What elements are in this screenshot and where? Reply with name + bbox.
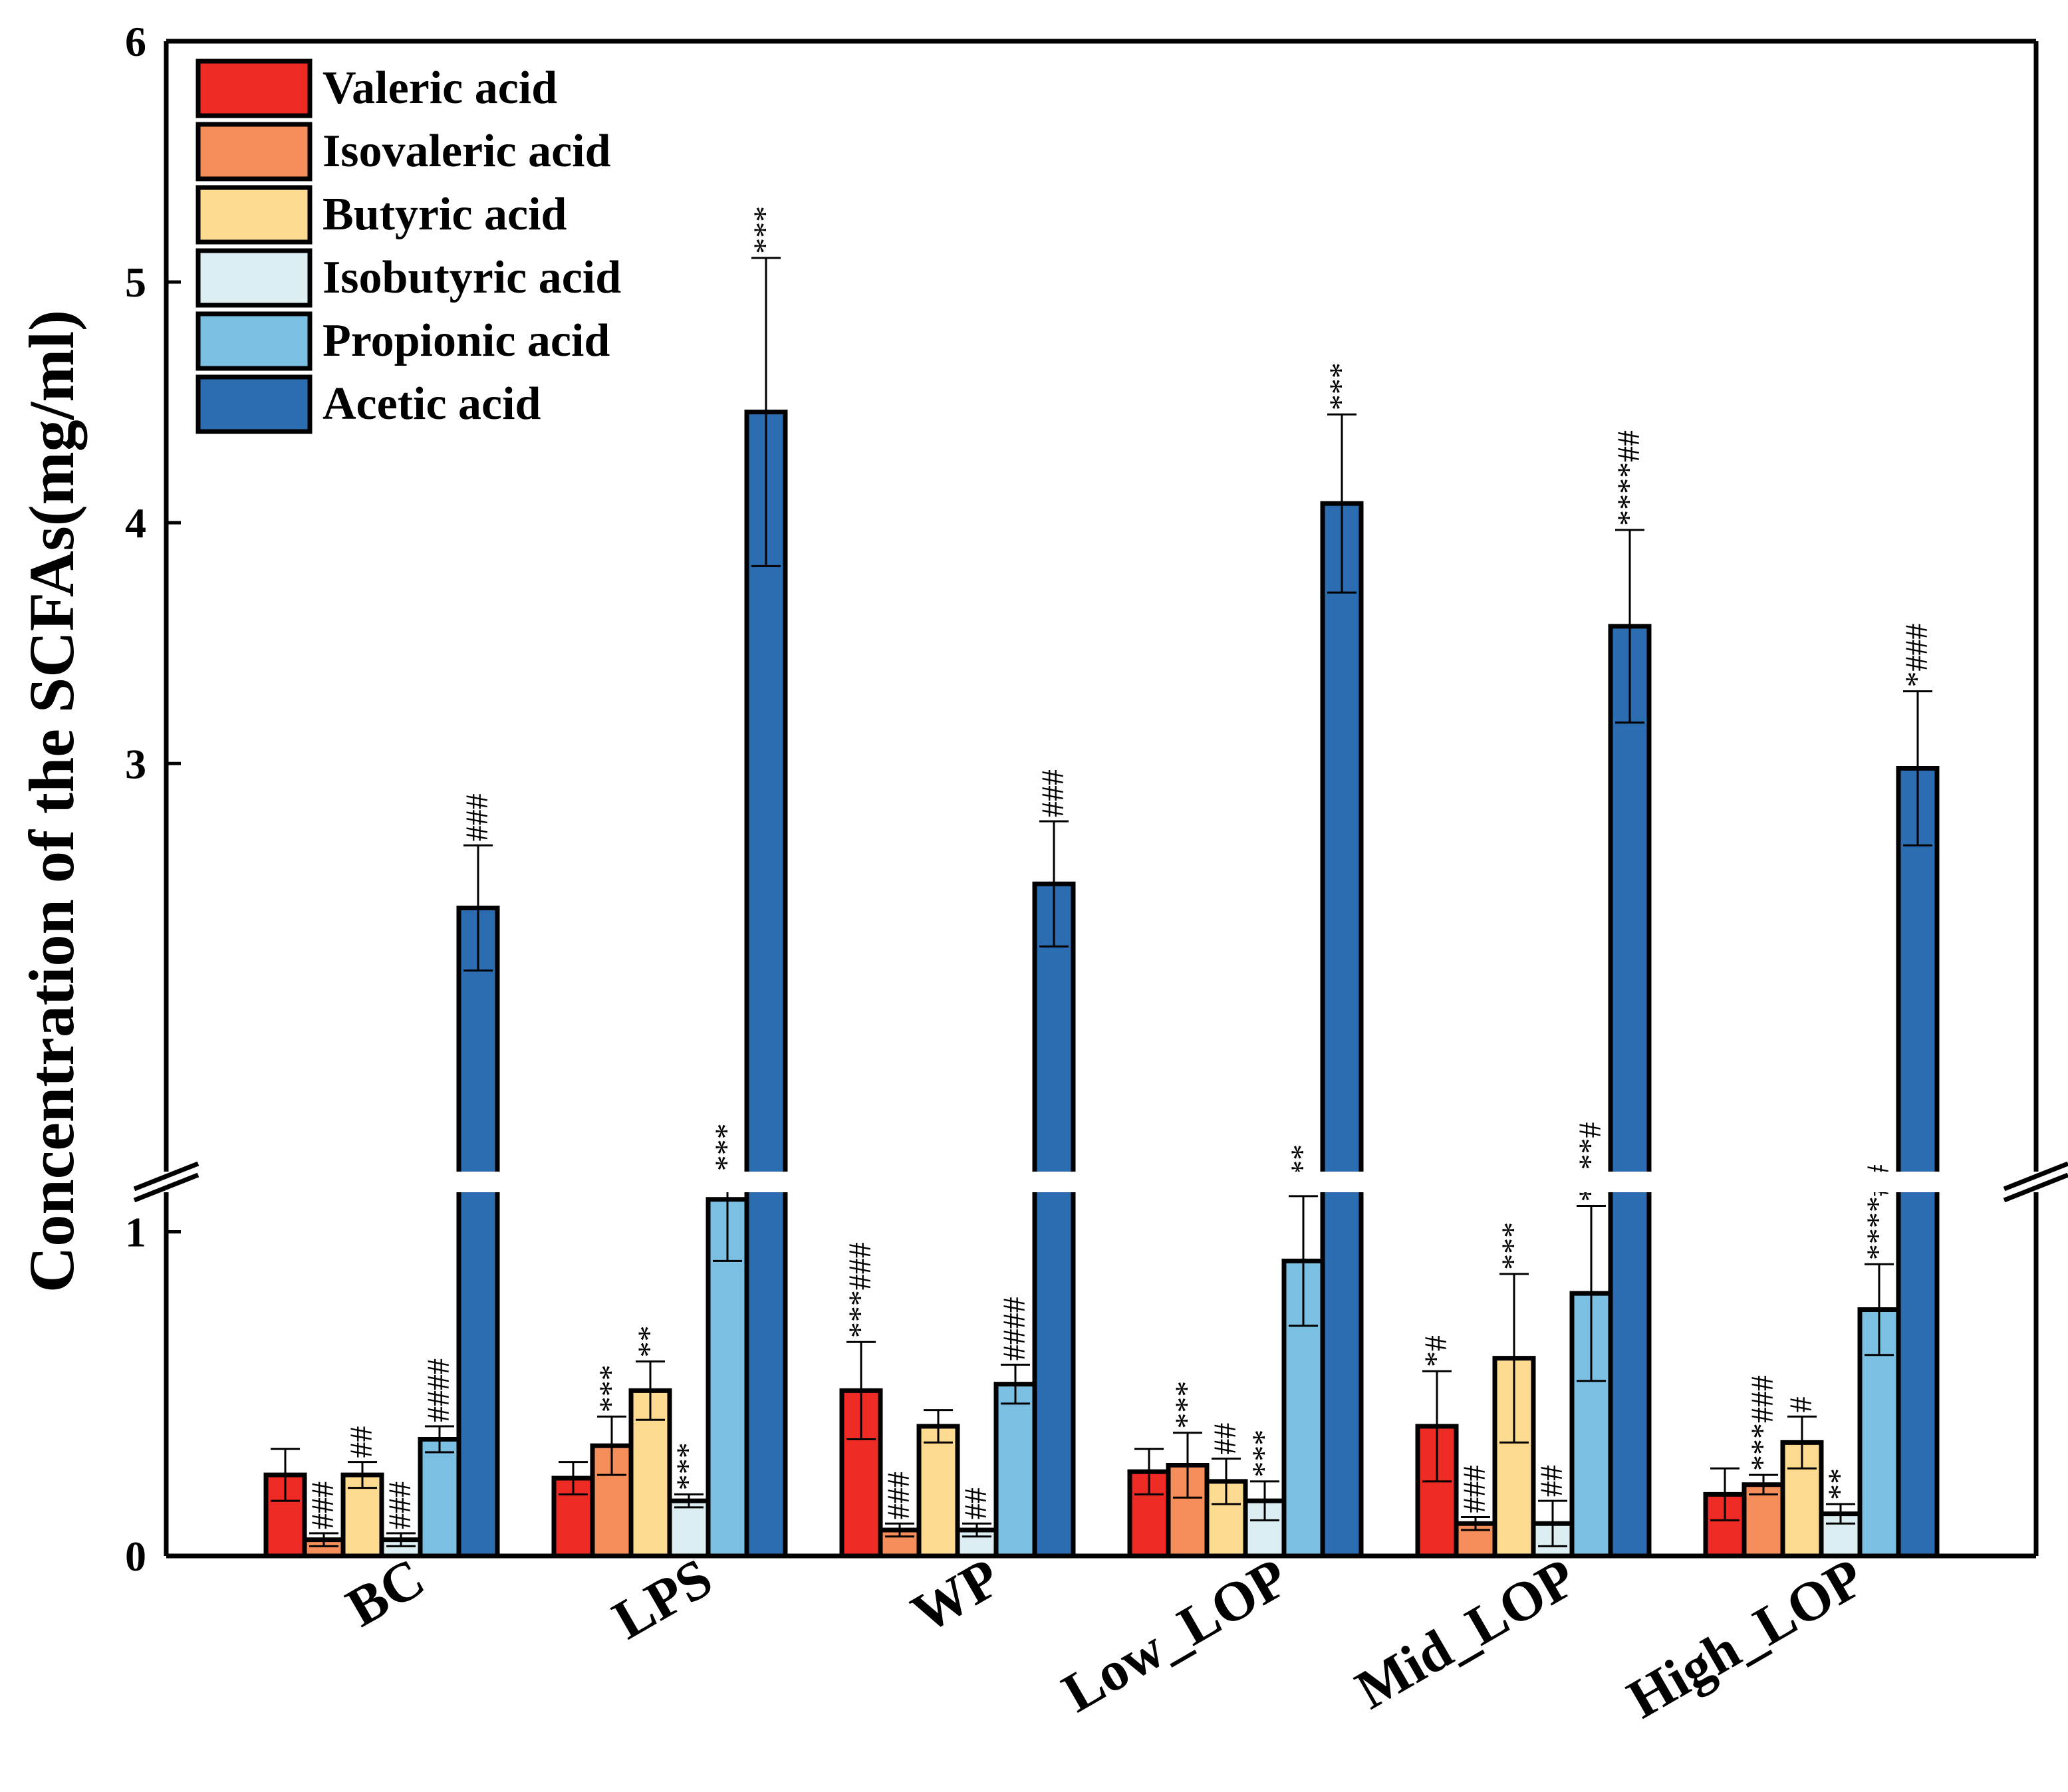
legend-swatch-isovaleric-acid [195, 122, 313, 182]
legend-label-butyric-acid: Butyric acid [323, 189, 567, 240]
bar-acetic-acid-low-lop [1320, 501, 1364, 1559]
significance-annotation: *** [1323, 362, 1358, 410]
significance-annotation: ### [1035, 769, 1071, 817]
significance-annotation: *### [1899, 624, 1934, 688]
significance-annotation: ### [382, 1481, 418, 1529]
legend-swatch-acetic-acid [195, 374, 313, 434]
significance-annotation: ### [1457, 1466, 1492, 1513]
y-tick-label: 1 [125, 1209, 146, 1256]
legend-label-acetic-acid: Acetic acid [323, 378, 541, 430]
category-label-low-lop: Low_LOP [1053, 1547, 1299, 1724]
legend-swatch-valeric-acid [195, 59, 313, 118]
significance-annotation: ** [632, 1326, 667, 1358]
significance-annotation: ## [958, 1487, 993, 1519]
category-labels-layer: BC LPS WP Low_LOP Mid_LOP High_LOP [336, 1547, 1874, 1731]
bar-acetic-acid-high-lop [1896, 765, 1940, 1559]
significance-annotation: *** [1169, 1381, 1204, 1429]
legend-swatch-isobutyric-acid [195, 248, 313, 308]
significance-annotation: ***### [842, 1242, 878, 1338]
error-bars-layer [271, 257, 1932, 1547]
significance-annotation: *** [747, 206, 783, 254]
bars-layer [263, 410, 1940, 1559]
axis-break-mark-left [133, 1161, 199, 1192]
y-tick-label: 3 [125, 740, 146, 787]
significance-annotation: # [1783, 1396, 1819, 1412]
significance-annotation: *** [1495, 1222, 1531, 1270]
significance-annotation: ### [305, 1481, 340, 1529]
bar-acetic-acid-bc [456, 906, 500, 1559]
bar-acetic-acid-wp [1032, 881, 1076, 1559]
significance-annotation: *** [593, 1364, 628, 1412]
legend-swatch-butyric-acid [195, 185, 313, 245]
legend-label-isobutyric-acid: Isobutyric acid [323, 252, 621, 303]
legend-label-propionic-acid: Propionic acid [323, 315, 610, 366]
significance-annotation: *** [709, 1123, 744, 1171]
significance-annotation: *** [670, 1442, 706, 1490]
category-label-high-lop: High_LOP [1617, 1547, 1874, 1731]
category-label-lps: LPS [603, 1547, 723, 1652]
axis-break-gap [169, 1172, 2033, 1192]
bar-acetic-acid-lps [744, 410, 788, 1559]
significance-annotation: *# [1418, 1335, 1454, 1367]
bar-butyric-acid-wp [916, 1424, 960, 1559]
legend-label-isovaleric-acid: Isovaleric acid [323, 126, 611, 177]
significance-annotation: ### [459, 793, 495, 841]
bar-propionic-acid-wp [993, 1382, 1037, 1559]
significance-annotation: ### [881, 1472, 916, 1519]
y-tick-label: 6 [125, 18, 146, 65]
ticks-layer: 0 1 3 4 5 6 [125, 18, 181, 1580]
axis-break-mark-right [2003, 1161, 2068, 1192]
significance-annotation: ***### [1745, 1375, 1780, 1471]
significance-annotation: ** [1822, 1468, 1857, 1500]
legend-label-valeric-acid: Valeric acid [323, 63, 557, 114]
significance-annotation: ## [344, 1426, 379, 1458]
significance-annotation: #### [997, 1297, 1032, 1360]
significance-annotation: ## [1534, 1465, 1569, 1497]
bar-acetic-acid-mid-lop [1608, 624, 1652, 1559]
category-label-wp: WP [902, 1547, 1011, 1645]
annotations-layer: ***###*####***###***###***#####**##***##… [305, 206, 1934, 1529]
y-tick-label: 5 [125, 259, 146, 306]
significance-annotation: ****## [1611, 430, 1646, 526]
significance-annotation: *** [1246, 1430, 1281, 1477]
axis-break-layer [133, 1161, 2068, 1203]
category-label-mid-lop: Mid_LOP [1346, 1547, 1587, 1722]
y-tick-label: 4 [125, 499, 146, 547]
y-tick-label: 0 [125, 1533, 146, 1580]
legend-swatch-propionic-acid [195, 311, 313, 371]
legend: Valeric acid Isovaleric acid Butyric acid I… [195, 59, 621, 434]
axis-break-mark-right [2003, 1172, 2068, 1203]
axis-break-mark-left [133, 1172, 199, 1203]
y-axis-label: Concentration of the SCFAs(mg/ml) [16, 310, 87, 1293]
significance-annotation: #### [421, 1358, 456, 1422]
plot-frame-layer [164, 39, 2039, 1559]
significance-annotation: ## [1208, 1423, 1243, 1455]
bar-propionic-acid-bc [418, 1437, 461, 1559]
category-label-bc: BC [336, 1547, 435, 1639]
